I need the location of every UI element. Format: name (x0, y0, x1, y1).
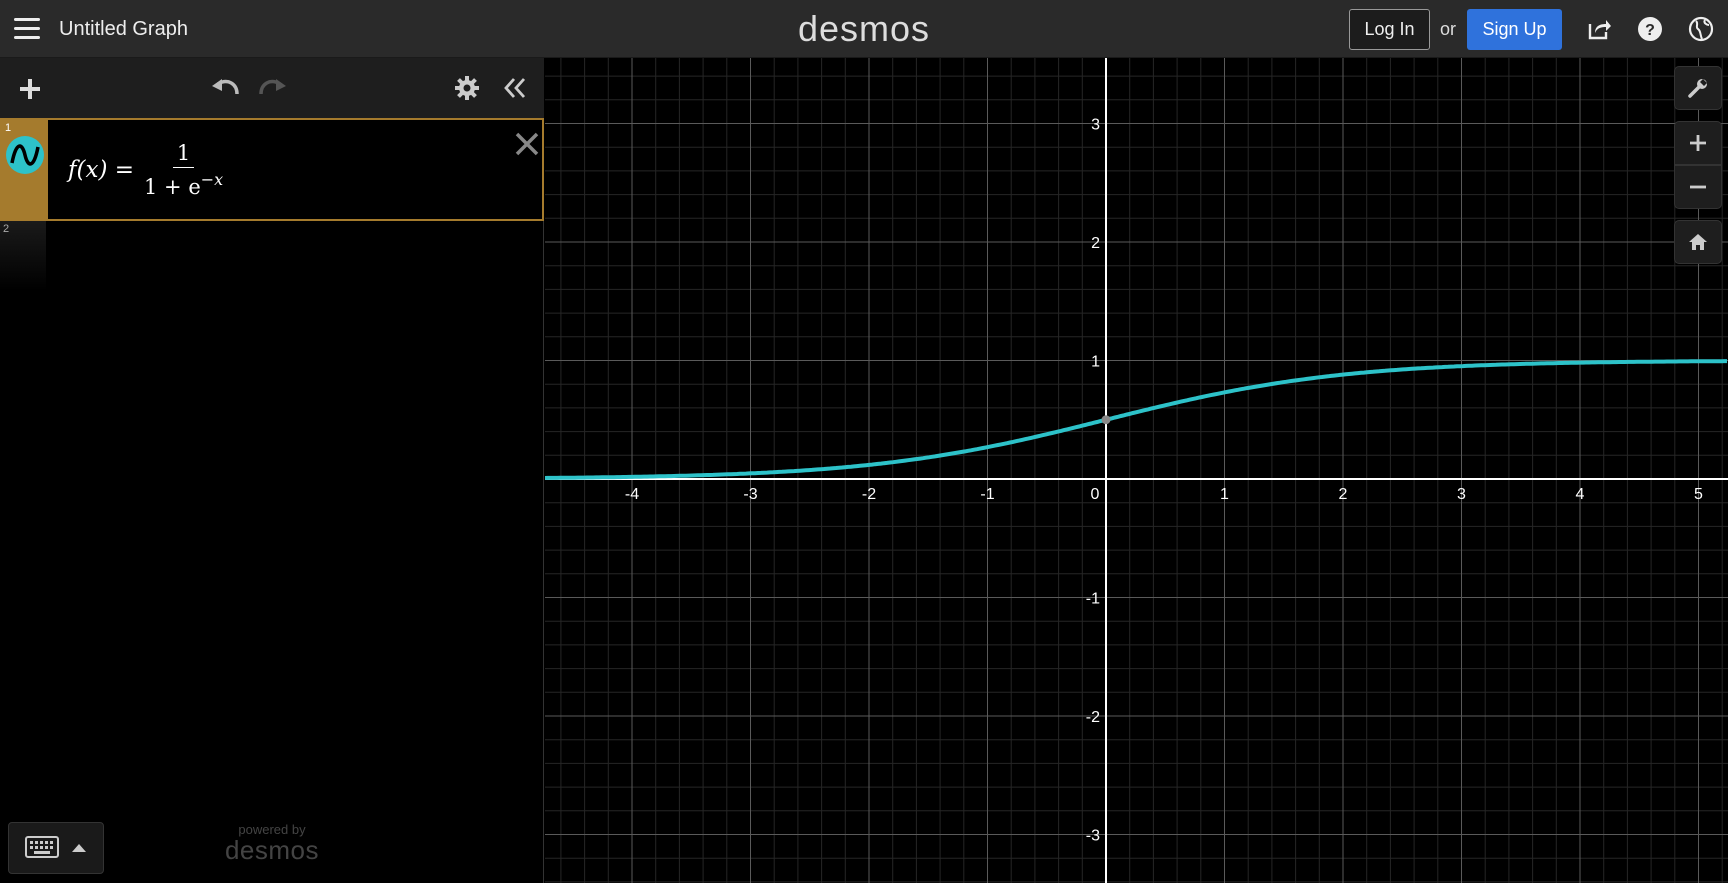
footer-brand: desmos (224, 835, 320, 865)
x-tick-label: 5 (1694, 486, 1703, 503)
powered-by-logo[interactable]: powered by desmos (222, 822, 322, 863)
expression-toolbar (0, 58, 544, 118)
plus-icon[interactable] (18, 77, 42, 101)
keyboard-icon (25, 836, 59, 858)
expression-index: 1 (5, 122, 12, 134)
exponent: −x (200, 169, 224, 189)
fraction-numerator: 1 (172, 141, 195, 168)
y-tick-label: -2 (1086, 709, 1100, 726)
expression-row[interactable]: 1 f(x) = 1 1 + e−x (0, 118, 544, 221)
y-tick-label: -1 (1086, 591, 1100, 608)
login-button[interactable]: Log In (1349, 9, 1430, 50)
x-tick-label: 4 (1576, 486, 1585, 503)
x-tick-label: 1 (1220, 486, 1229, 503)
zoom-out-icon (1690, 185, 1706, 189)
x-tick-label: -1 (980, 486, 994, 503)
graph-svg[interactable]: -4 -3 -2 -1 0 1 2 3 4 5 3 2 1 -1 -2 -3 (545, 58, 1728, 883)
zoom-out-button[interactable] (1674, 165, 1722, 209)
fraction-denominator: 1 + e−x (144, 168, 223, 199)
share-icon[interactable] (1586, 16, 1612, 42)
redo-icon[interactable] (258, 76, 288, 100)
x-tick-label: -4 (625, 486, 639, 503)
hamburger-icon[interactable] (14, 18, 40, 40)
expression-index: 2 (3, 223, 10, 235)
expression-gutter (0, 221, 46, 291)
fraction: 1 1 + e−x (144, 141, 223, 199)
x-tick-label: 3 (1457, 486, 1466, 503)
home-icon (1689, 234, 1707, 250)
double-chevron-left-icon[interactable] (503, 76, 527, 100)
default-viewport-button[interactable] (1674, 220, 1722, 264)
graph-settings-button[interactable] (1674, 66, 1722, 110)
caret-up-icon (72, 844, 86, 852)
zoom-in-button[interactable] (1674, 121, 1722, 165)
brand-logo: desmos (797, 8, 931, 49)
undo-icon[interactable] (210, 76, 240, 100)
powered-by-text: powered by (238, 822, 306, 837)
graph-title[interactable]: Untitled Graph (59, 18, 188, 40)
zoom-in-icon (1690, 135, 1706, 151)
signup-button[interactable]: Sign Up (1467, 9, 1562, 50)
help-icon[interactable]: ? (1637, 16, 1663, 42)
y-tick-label: 2 (1091, 235, 1100, 252)
x-tick-label: -2 (862, 486, 876, 503)
y-tick-label: -3 (1086, 828, 1100, 845)
function-curve[interactable] (545, 359, 1727, 480)
y-intercept-point[interactable] (1101, 415, 1111, 425)
wrench-icon (1688, 79, 1707, 98)
x-tick-label: 2 (1339, 486, 1348, 503)
graph-canvas[interactable]: -4 -3 -2 -1 0 1 2 3 4 5 3 2 1 -1 -2 -3 (545, 58, 1728, 883)
globe-icon[interactable] (1688, 16, 1714, 42)
gear-icon[interactable] (455, 76, 479, 100)
y-tick-label: 3 (1091, 117, 1100, 134)
close-icon[interactable] (513, 130, 541, 158)
x-tick-label: 0 (1091, 486, 1100, 503)
expression-panel: 1 f(x) = 1 1 + e−x 2 (0, 58, 544, 883)
keyboard-toggle-button[interactable] (8, 822, 104, 874)
or-text: or (1440, 19, 1457, 39)
x-tick-label: -3 (743, 486, 757, 503)
top-header: Untitled Graph desmos Log In or Sign Up … (0, 0, 1728, 58)
denominator-base: 1 + e (144, 174, 201, 199)
expression-gutter: 1 (2, 120, 48, 219)
svg-text:?: ? (1645, 22, 1655, 39)
y-tick-label: 1 (1091, 354, 1100, 371)
expression-lhs: f(x) = (68, 156, 135, 183)
curve-style-icon[interactable] (6, 136, 44, 174)
empty-expression-row[interactable]: 2 (0, 221, 544, 291)
expression-input[interactable]: f(x) = 1 1 + e−x (68, 132, 223, 207)
